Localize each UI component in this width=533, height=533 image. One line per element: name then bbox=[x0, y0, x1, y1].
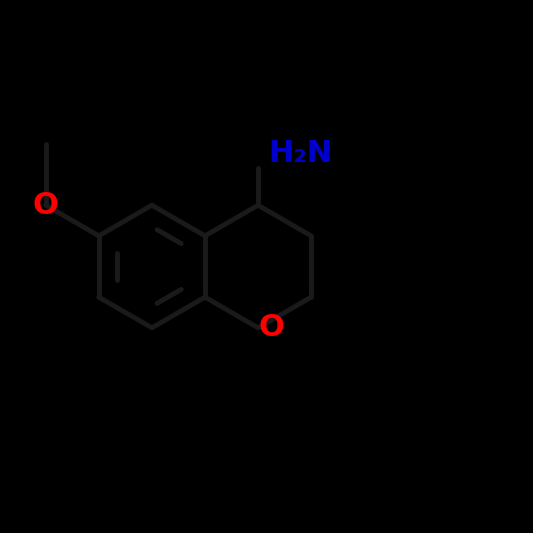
Text: H₂N: H₂N bbox=[269, 139, 333, 167]
Text: O: O bbox=[33, 191, 59, 220]
Text: O: O bbox=[259, 313, 284, 342]
